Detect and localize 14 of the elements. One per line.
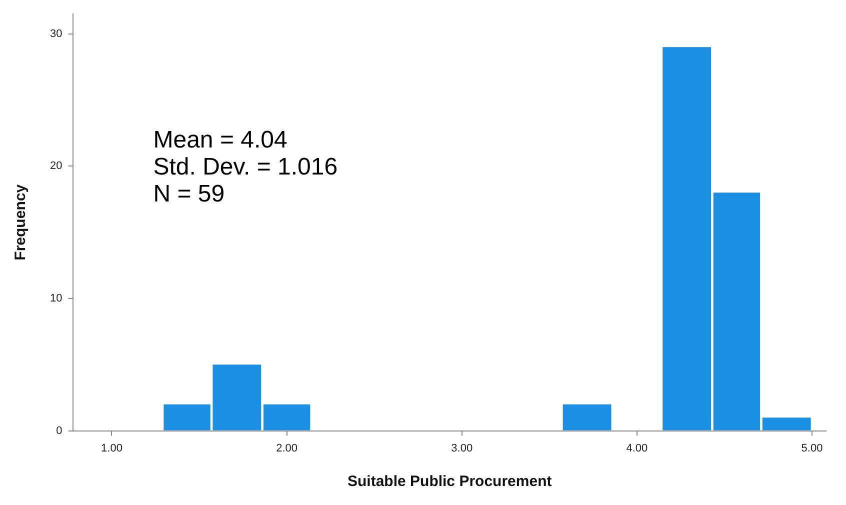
annotation: Mean = 4.04 <box>153 126 288 154</box>
y-tick-label: 20 <box>50 160 62 172</box>
annotation: N = 59 <box>153 180 225 208</box>
x-tick-label: 5.00 <box>801 442 823 454</box>
x-tick-label: 3.00 <box>451 442 473 454</box>
y-axis-title: Frequency <box>12 184 30 260</box>
y-tick-label: 0 <box>56 424 62 437</box>
annotation: Std. Dev. = 1.016 <box>153 154 338 181</box>
x-tick-label: 1.00 <box>101 442 122 454</box>
x-tick-label: 4.00 <box>626 442 648 454</box>
x-tick-label: 2.00 <box>276 442 298 454</box>
y-tick-label: 30 <box>50 28 62 40</box>
x-axis-title: Suitable Public Procurement <box>348 473 552 490</box>
y-tick-label: 10 <box>50 292 62 305</box>
